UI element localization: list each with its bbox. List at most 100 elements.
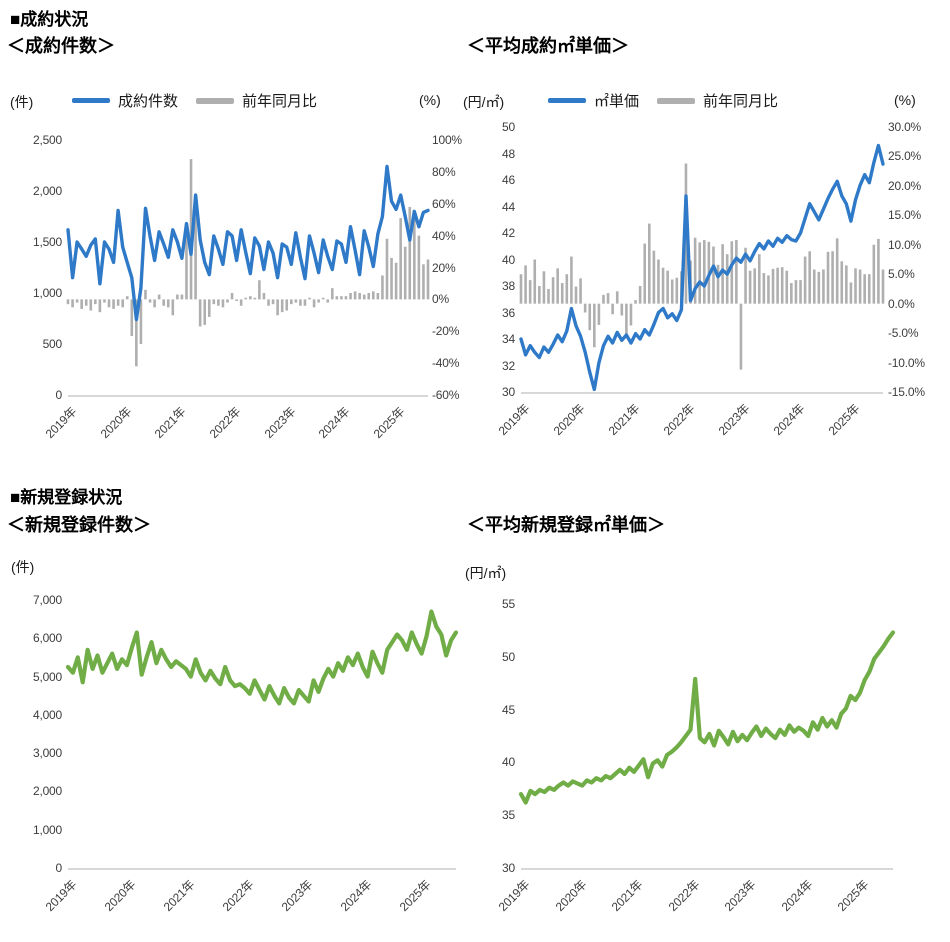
y-tick-label: 50 bbox=[502, 120, 515, 134]
x-tick-label: 2020年 bbox=[97, 404, 134, 441]
yoy-bar bbox=[139, 299, 143, 345]
yoy-bar bbox=[565, 274, 569, 304]
yoy-bar bbox=[403, 246, 407, 300]
yoy-bar bbox=[845, 265, 848, 304]
yoy-bar bbox=[112, 299, 115, 309]
y-tick-label: 7,000 bbox=[32, 593, 62, 607]
yoy-bar bbox=[235, 299, 238, 301]
legend-line-swatch bbox=[548, 98, 586, 103]
yoy-bar bbox=[579, 278, 582, 304]
yoy-bar bbox=[294, 299, 298, 303]
yoy-bar bbox=[317, 299, 320, 303]
yoy-bar bbox=[367, 293, 371, 300]
chart-title-contract-unit-price: ＜平均成約㎡単価＞ bbox=[467, 36, 629, 56]
legend-bar-label: 前年同月比 bbox=[703, 93, 779, 110]
yoy-bar bbox=[289, 299, 293, 305]
yoy-bar bbox=[702, 240, 706, 304]
yoy-bar bbox=[130, 299, 134, 337]
y-tick-label: -20% bbox=[432, 324, 460, 339]
yoy-bar bbox=[239, 299, 243, 306]
left-axis-unit-new-listing-unit-price: (円/㎡) bbox=[465, 565, 507, 581]
yoy-bar bbox=[533, 259, 537, 304]
yoy-bar bbox=[785, 270, 789, 304]
yoy-bar bbox=[831, 251, 834, 304]
y-tick-label: 44 bbox=[502, 199, 515, 214]
y-tick-label: 30.0% bbox=[888, 120, 922, 134]
yoy-bar bbox=[794, 280, 798, 304]
y-tick-label: 48 bbox=[502, 146, 515, 161]
legend-bar-swatch bbox=[196, 97, 235, 104]
yoy-bar bbox=[670, 279, 674, 304]
y-tick-label: 40 bbox=[502, 755, 515, 770]
yoy-bar bbox=[189, 159, 193, 300]
yoy-bar bbox=[103, 299, 106, 303]
yoy-bar bbox=[730, 241, 734, 304]
yoy-bar bbox=[657, 259, 660, 304]
y-tick-label: 6,000 bbox=[32, 631, 62, 646]
y-tick-label: -15.0% bbox=[888, 385, 925, 399]
yoy-bar bbox=[583, 303, 587, 313]
right-axis-unit-contract-unit-price: (%) bbox=[894, 92, 916, 108]
y-axis-left-contract-count: 2,500 2,000 1,500 1,000 500 0 bbox=[0, 133, 62, 402]
yoy-bar bbox=[863, 274, 866, 304]
legend-line-label: ㎡単価 bbox=[594, 93, 640, 110]
yoy-bar bbox=[556, 268, 559, 304]
yoy-bar bbox=[358, 293, 361, 300]
yoy-bar bbox=[858, 269, 862, 304]
y-axis-right-contract-unit-price: 30.0% 25.0% 20.0% 15.0% 10.0% 5.0% 0.0% -5.0% -1… bbox=[888, 120, 948, 399]
section-title-contracts: ■成約状況 bbox=[10, 10, 89, 29]
x-tick-label: 2025年 bbox=[825, 401, 863, 438]
y-tick-label: 34 bbox=[502, 332, 515, 346]
x-tick-label: 2024年 bbox=[770, 401, 808, 438]
yoy-bar bbox=[790, 283, 793, 304]
yoy-bar bbox=[194, 200, 197, 300]
y-tick-label: 20% bbox=[432, 260, 456, 275]
yoy-bar bbox=[767, 275, 770, 304]
y-axis-left-new-listing-count: 7,000 6,000 5,000 4,000 3,000 2,000 1,000 0 bbox=[0, 593, 62, 875]
x-tick-label: 2021年 bbox=[605, 401, 643, 438]
y-tick-label: 40 bbox=[502, 252, 515, 267]
y-tick-label: 5,000 bbox=[32, 669, 62, 684]
y-tick-label: 35 bbox=[502, 808, 515, 823]
yoy-bar bbox=[349, 293, 352, 300]
yoy-bar bbox=[551, 277, 555, 304]
yoy-bar bbox=[593, 303, 596, 348]
y-tick-label: 20.0% bbox=[888, 178, 922, 193]
yoy-bar bbox=[71, 299, 74, 308]
yoy-bar bbox=[203, 299, 207, 325]
yoy-bar bbox=[661, 267, 665, 304]
x-tick-label: 2019年 bbox=[42, 877, 80, 914]
yoy-bar bbox=[799, 280, 802, 304]
new-listing-unit-price-svg bbox=[518, 630, 896, 805]
y-tick-label: 3,000 bbox=[32, 746, 62, 761]
yoy-bar bbox=[757, 254, 761, 304]
x-tick-label: 2023年 bbox=[278, 877, 316, 914]
yoy-bar bbox=[780, 267, 784, 304]
yoy-bar bbox=[326, 299, 330, 303]
yoy-bar bbox=[735, 240, 738, 304]
yoy-bar bbox=[712, 246, 715, 304]
yoy-bar bbox=[148, 299, 152, 303]
plot-new-listing-count bbox=[65, 600, 459, 870]
y-tick-label: 15.0% bbox=[888, 208, 922, 223]
yoy-bar bbox=[394, 262, 398, 300]
x-axis-new-listing-unit-price: 2019年 2020年 2021年 2022年 2023年 2024年 2025年 bbox=[496, 872, 893, 932]
y-tick-label: 36 bbox=[502, 305, 515, 320]
contract-count-line bbox=[66, 164, 430, 322]
left-axis-unit-new-listing-count: (件) bbox=[11, 559, 35, 575]
contract-unit-price-svg bbox=[519, 143, 885, 392]
yoy-bar bbox=[308, 297, 311, 300]
yoy-bar bbox=[98, 299, 102, 313]
yoy-bar bbox=[399, 218, 402, 300]
y-tick-label: 55 bbox=[502, 597, 515, 611]
chart-title-new-listing-count: ＜新規登録件数＞ bbox=[7, 515, 151, 535]
yoy-bar bbox=[826, 251, 830, 304]
x-tick-label: 2022年 bbox=[219, 877, 257, 914]
x-tick-label: 2020年 bbox=[550, 401, 588, 438]
yoy-bar bbox=[413, 211, 416, 300]
y-tick-label: -60% bbox=[432, 388, 460, 402]
yoy-bar bbox=[262, 293, 266, 300]
yoy-bar bbox=[376, 293, 380, 300]
y-tick-label: 5.0% bbox=[888, 267, 915, 282]
